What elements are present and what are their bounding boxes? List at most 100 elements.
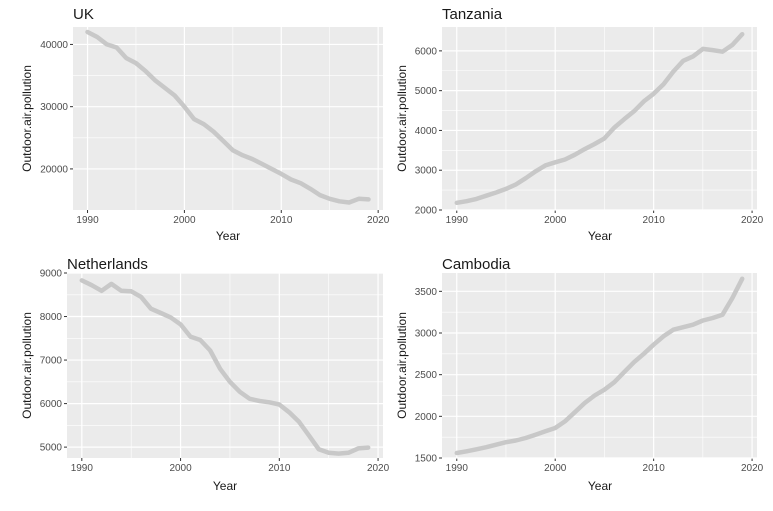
data-point — [287, 410, 291, 414]
y-tick-label: 2000 — [415, 206, 438, 217]
x-tick-label: 1990 — [446, 463, 469, 474]
data-point — [179, 322, 183, 326]
y-tick-label: 1500 — [415, 454, 438, 465]
data-point — [119, 289, 123, 293]
data-point — [573, 153, 577, 157]
data-point — [602, 388, 606, 392]
data-point — [163, 86, 167, 90]
data-point — [730, 296, 734, 300]
data-point — [346, 451, 350, 455]
data-point — [279, 172, 283, 176]
data-point — [573, 410, 577, 414]
data-point — [484, 194, 488, 198]
series-line — [454, 31, 745, 206]
data-point — [317, 447, 321, 451]
y-tick-label: 3500 — [415, 287, 438, 298]
data-point — [90, 283, 94, 287]
data-point — [484, 445, 488, 449]
data-point — [524, 176, 528, 180]
data-point — [583, 147, 587, 151]
data-point — [211, 130, 215, 134]
data-point — [652, 92, 656, 96]
data-point — [134, 61, 138, 65]
data-point — [671, 70, 675, 74]
y-tick-label: 5000 — [40, 443, 63, 454]
data-point — [307, 433, 311, 437]
y-tick-label: 3000 — [415, 329, 438, 340]
x-tick-label: 2010 — [643, 463, 666, 474]
data-point — [593, 394, 597, 398]
data-point — [474, 197, 478, 201]
y-axis-label: Outdoor.air.pollution — [20, 65, 34, 172]
data-point — [241, 153, 245, 157]
data-point — [465, 199, 469, 203]
data-point — [691, 323, 695, 327]
data-point — [514, 183, 518, 187]
y-tick-label: 6000 — [40, 399, 63, 410]
data-point — [129, 289, 133, 293]
y-axis-label: Outdoor.air.pollution — [395, 65, 409, 172]
data-point — [701, 319, 705, 323]
data-point — [465, 449, 469, 453]
data-point — [250, 157, 254, 161]
data-point — [80, 278, 84, 282]
data-point — [494, 190, 498, 194]
data-point — [563, 157, 567, 161]
panel-title: UK — [73, 6, 94, 23]
data-point — [711, 48, 715, 52]
y-tick-label: 9000 — [40, 269, 63, 280]
data-point — [260, 162, 264, 166]
x-tick-label: 2010 — [268, 463, 291, 474]
data-point — [721, 313, 725, 317]
data-point — [149, 307, 153, 311]
data-point — [534, 169, 538, 173]
data-point — [494, 443, 498, 447]
y-tick-label: 8000 — [40, 312, 63, 323]
data-point — [612, 380, 616, 384]
data-point — [115, 46, 119, 50]
y-tick-label: 5000 — [415, 86, 438, 97]
data-point — [632, 360, 636, 364]
data-point — [347, 201, 351, 205]
data-point — [218, 367, 222, 371]
data-point — [182, 105, 186, 109]
data-point — [337, 452, 341, 456]
data-point — [652, 343, 656, 347]
x-tick-label: 2020 — [741, 463, 764, 474]
data-point — [553, 160, 557, 164]
y-axis-label: Outdoor.air.pollution — [395, 312, 409, 419]
data-point — [622, 117, 626, 121]
data-point — [474, 447, 478, 451]
x-axis-label: Year — [588, 479, 612, 493]
x-tick-label: 2020 — [367, 215, 390, 226]
data-point — [109, 282, 113, 286]
panel-title: Netherlands — [67, 256, 148, 273]
y-tick-label: 6000 — [415, 46, 438, 57]
panel-title: Tanzania — [442, 6, 503, 23]
data-point — [514, 439, 518, 443]
data-point — [543, 163, 547, 167]
data-point — [681, 325, 685, 329]
data-point — [188, 335, 192, 339]
y-tick-label: 3000 — [415, 166, 438, 177]
data-point — [173, 93, 177, 97]
data-point — [202, 122, 206, 126]
data-point — [95, 35, 99, 39]
data-point — [534, 433, 538, 437]
panel-title: Cambodia — [442, 256, 511, 273]
y-tick-label: 20000 — [40, 164, 68, 175]
x-tick-label: 2010 — [643, 215, 666, 226]
data-point — [366, 446, 370, 450]
data-point — [124, 56, 128, 60]
data-point — [356, 446, 360, 450]
data-point — [543, 429, 547, 433]
data-point — [105, 42, 109, 46]
data-point — [337, 199, 341, 203]
data-point — [228, 380, 232, 384]
data-point — [248, 397, 252, 401]
x-tick-label: 1990 — [76, 215, 99, 226]
data-point — [327, 451, 331, 455]
data-point — [642, 352, 646, 356]
